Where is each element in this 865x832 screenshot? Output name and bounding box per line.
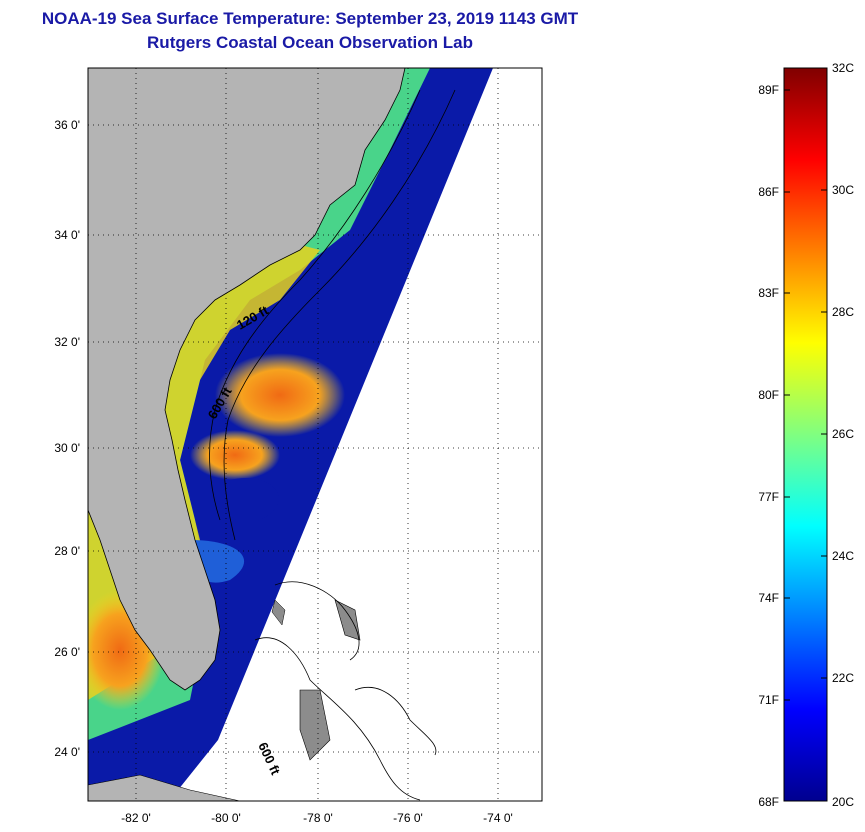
lon-label: -74 0' (483, 811, 513, 825)
land-cuba (88, 774, 241, 801)
land-bahamas-islet (271, 599, 286, 626)
isobath-bahamas-north (274, 581, 360, 661)
map-title: NOAA-19 Sea Surface Temperature: Septemb… (41, 9, 579, 28)
graticule (88, 68, 542, 801)
fahrenheit-label: 83F (758, 286, 779, 300)
lat-label: 34 0' (54, 228, 80, 242)
celsius-label: 24C (832, 549, 854, 563)
fahrenheit-label: 86F (758, 185, 779, 199)
celsius-label: 22C (832, 671, 854, 685)
isobath-bahamas (254, 637, 421, 801)
lon-label: -82 0' (121, 811, 151, 825)
fahrenheit-label: 77F (758, 490, 779, 504)
celsius-label: 32C (832, 61, 854, 75)
lon-label: -80 0' (211, 811, 241, 825)
map-border (87, 67, 543, 802)
lat-label: 26 0' (54, 645, 80, 659)
warm-eddy-patch-south (190, 430, 280, 480)
longitude-labels: -82 0' -80 0' -78 0' -76 0' -74 0' (121, 811, 513, 825)
latitude-labels: 36 0' 34 0' 32 0' 30 0' 28 0' 26 0' 24 0… (54, 118, 80, 759)
colorbar-celsius-labels: 32C 30C 28C 26C 24C 22C 20C (832, 61, 854, 809)
colorbar-fahrenheit-labels: 89F 86F 83F 80F 77F 74F 71F 68F (758, 83, 779, 809)
fahrenheit-label: 80F (758, 388, 779, 402)
fahrenheit-label: 71F (758, 693, 779, 707)
land-southeast-us (88, 68, 406, 691)
fahrenheit-label: 89F (758, 83, 779, 97)
lon-label: -76 0' (393, 811, 423, 825)
isobath-bahamas-east (354, 687, 437, 756)
colorbar-ticks (784, 89, 827, 701)
celsius-label: 26C (832, 427, 854, 441)
celsius-label: 28C (832, 305, 854, 319)
fahrenheit-label: 74F (758, 591, 779, 605)
warm-eddy-patch (215, 353, 345, 437)
celsius-label: 20C (832, 795, 854, 809)
temperature-colorbar (783, 67, 828, 802)
lat-label: 24 0' (54, 745, 80, 759)
cold-streak (224, 478, 279, 523)
map-subtitle: Rutgers Coastal Ocean Observation Lab (147, 33, 473, 52)
lat-label: 36 0' (54, 118, 80, 132)
fahrenheit-label: 68F (758, 795, 779, 809)
lon-label: -78 0' (303, 811, 333, 825)
land-bahamas-north (334, 599, 361, 641)
lat-label: 28 0' (54, 544, 80, 558)
land-bahamas-south (299, 689, 331, 761)
celsius-label: 30C (832, 183, 854, 197)
lat-label: 30 0' (54, 441, 80, 455)
isobath-120ft (209, 89, 421, 521)
lat-label: 32 0' (54, 335, 80, 349)
isobath-600ft (223, 89, 456, 541)
